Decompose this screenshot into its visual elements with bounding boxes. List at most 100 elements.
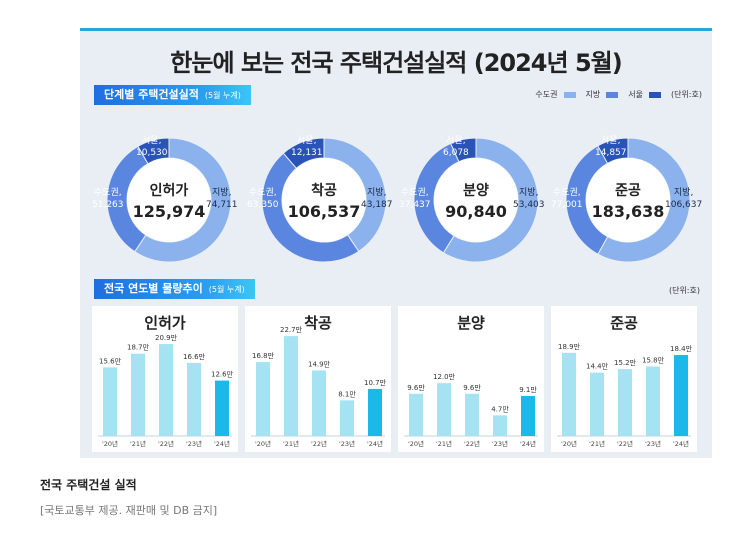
donut-name: 착공 [311,182,337,199]
legend-region-swatch [606,91,619,98]
bar-category-label: '24년 [520,439,536,448]
bar-value-label: 10.7만 [364,378,387,387]
credit: [국토교통부 제공. 재판매 및 DB 금지] [40,504,218,517]
legend-region-label: 지방 [585,90,601,99]
bar-panel-1: 인허가 15.6만 '20년 18.7만 '21년 20.9만 '22년 16.6만 '23년 1… [92,306,238,452]
bar-value-label: 20.9만 [155,333,178,342]
bar-value-label: 14.4만 [586,362,609,371]
bar-category-label: '22년 [311,439,327,448]
bar-value-label: 16.8만 [252,351,275,360]
slice-label-region-value: 53,403 [513,200,545,210]
slice-label-metro: 수도권, 37,437 [399,187,431,211]
bar-value-label: 4.7만 [491,404,509,413]
bar-panel-4: 준공 18.9만 '20년 14.4만 '21년 15.2만 '22년 15.8만 '23년 18… [551,306,697,452]
donut-hole [586,158,670,242]
slice-label-seoul-name: 서울, [142,136,162,146]
bar [103,367,117,436]
slice-label-region: 지방, 43,187 [361,187,393,211]
bar-value-label: 16.6만 [183,352,206,361]
bar-panel-title: 착공 [304,314,332,332]
donut-svg [261,137,387,263]
bar-value-label: 14.9만 [308,359,331,368]
donut-total: 125,974 [132,201,206,221]
slice-label-seoul-value: 14,857 [595,148,627,158]
slice-label-metro-name: 수도권, [400,188,429,198]
section-label-yearly-text: 전국 연도별 물량추이 [104,282,203,295]
bar-category-label: '21년 [283,439,299,448]
slice-label-region-value: 106,637 [665,200,703,210]
slice-label-metro: 수도권, 77,001 [551,187,583,211]
section-label-stages-sub: (5월 누계) [204,91,241,100]
slice-label-region-value: 43,187 [361,200,393,210]
bar-category-label: '24년 [673,439,689,448]
donut-hole [434,158,518,242]
bar [646,366,660,436]
bar [521,395,535,436]
bar-value-label: 9.1만 [519,385,537,394]
bar [215,380,229,436]
bar-svg: 18.9만 '20년 14.4만 '21년 15.2만 '22년 15.8만 '23년 18.4… [557,342,693,448]
bar-category-label: '23년 [492,439,508,448]
caption: 전국 주택건설 실적 [40,478,137,492]
slice-label-region-name: 지방, [519,188,539,198]
bar-category-label: '21년 [436,439,452,448]
donut-center: 착공 106,537 [249,125,399,275]
bar-panel-2: 착공 16.8만 '20년 22.7만 '21년 14.9만 '22년 8.1만 '23년 10.… [245,306,391,452]
slice-label-seoul: 서울, 10,530 [136,135,168,159]
bar [409,393,423,436]
bar-panel-3: 분양 9.6만 '20년 12.0만 '21년 9.6만 '22년 4.7만 '23년 9.1만 '… [398,306,544,452]
slice-label-region-name: 지방, [367,188,387,198]
bar [437,383,451,436]
slice-label-metro: 수도권, 51,263 [92,187,124,211]
donut-name: 준공 [615,182,641,199]
bar-value-label: 22.7만 [280,325,303,334]
bar [562,352,576,436]
bar-value-label: 12.6만 [211,370,234,379]
slice-label-seoul: 서울, 12,131 [291,135,323,159]
bar-panel-title: 인허가 [144,314,186,332]
slice-label-metro-value: 63,350 [247,200,279,210]
donut-4: 준공 183,638 지방, 106,637 수도권, 77,001 서울, 14,857 [551,125,703,275]
slice-label-seoul: 서울, 14,857 [595,135,627,159]
bar [284,336,298,436]
bar-category-label: '24년 [367,439,383,448]
section-label-yearly: 전국 연도별 물량추이 (5월 누계) [94,279,255,299]
bar-value-label: 12.0만 [433,372,456,381]
bar-category-label: '22년 [617,439,633,448]
slice-label-metro-value: 51,263 [92,200,124,210]
donut-total: 90,840 [445,201,507,221]
yearly-unit: (단위:호) [668,286,700,295]
bar-category-label: '20년 [408,439,424,448]
bar [465,393,479,436]
section-label-stages: 단계별 주택건설실적 (5월 누계) [94,85,251,105]
legend-metro-swatch [563,91,576,98]
bar [493,415,507,436]
bar-category-label: '21년 [589,439,605,448]
bar-category-label: '24년 [214,439,230,448]
donut-name: 인허가 [149,182,189,199]
legend-seoul-swatch [648,91,661,98]
slice-label-region: 지방, 53,403 [513,187,545,211]
legend-unit: (단위:호) [670,90,702,99]
bar [674,355,688,436]
bar [590,372,604,436]
bar-value-label: 9.6만 [407,383,425,392]
slice-label-metro-value: 77,001 [551,200,583,210]
donut-hole [282,158,366,242]
bar [618,369,632,436]
bar-svg: 15.6만 '20년 18.7만 '21년 20.9만 '22년 16.6만 '23년 12.6… [98,333,234,448]
bar [312,370,326,436]
bar-category-label: '23년 [186,439,202,448]
bar-svg: 16.8만 '20년 22.7만 '21년 14.9만 '22년 8.1만 '23년 10.7만… [251,325,387,448]
donut-3: 분양 90,840 지방, 53,403 수도권, 37,437 서울, 6,078 [399,125,551,275]
slice-label-metro-name: 수도권, [552,188,581,198]
donut-center: 준공 183,638 [553,125,703,275]
bar-value-label: 18.9만 [558,342,581,351]
slice-label-seoul-value: 6,078 [443,148,469,158]
bar-category-label: '20년 [102,439,118,448]
slice-label-seoul-value: 12,131 [291,148,323,158]
bar-svg: 9.6만 '20년 12.0만 '21년 9.6만 '22년 4.7만 '23년 9.1만 '24… [404,372,538,448]
donut-2: 착공 106,537 지방, 43,187 수도권, 63,350 서울, 12,131 [247,125,399,275]
infographic: 한눈에 보는 전국 주택건설실적 (2024년 5월) 단계별 주택건설실적 (5… [80,28,712,458]
slice-label-seoul-name: 서울, [297,136,317,146]
